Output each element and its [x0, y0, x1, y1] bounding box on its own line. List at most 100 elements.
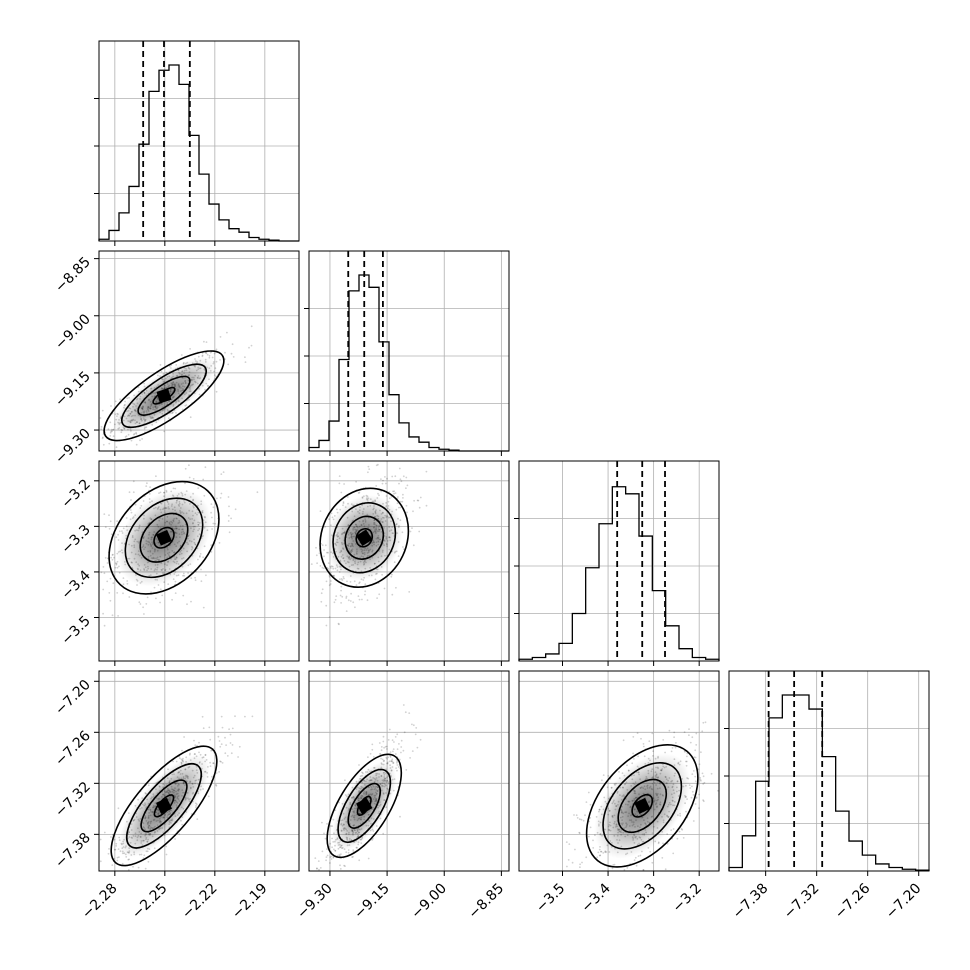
scatter-point [167, 583, 170, 585]
scatter-point [181, 749, 183, 752]
scatter-point [710, 772, 713, 775]
contour-3-1-2 [347, 782, 382, 829]
scatter-point [135, 443, 138, 446]
scatter-point [693, 756, 696, 759]
scatter-point [111, 864, 114, 866]
scatter-point [234, 508, 237, 511]
scatter-point [662, 842, 664, 845]
scatter-point [703, 781, 706, 784]
scatter-point [108, 527, 111, 530]
density-peak-2-0 [156, 529, 172, 546]
scatter-point [323, 567, 325, 570]
scatter-point [128, 491, 131, 494]
scatter-point [358, 598, 361, 601]
scatter-point [132, 491, 135, 494]
scatter-point [198, 556, 201, 558]
scatter-point [117, 807, 120, 810]
scatter-point [317, 860, 320, 862]
scatter-point [114, 848, 117, 851]
x-tick-label-1-2: −9.00 [408, 881, 450, 923]
scatter-point [345, 595, 348, 598]
scatter-point [397, 496, 399, 498]
scatter-point [565, 841, 568, 843]
y-tick-label-3-0: −7.38 [52, 830, 94, 872]
scatter-point [378, 742, 381, 744]
scatter-point [399, 478, 402, 481]
panel-frame [98, 250, 300, 452]
scatter-point [194, 744, 197, 746]
scatter-point [321, 566, 324, 569]
scatter-point [331, 846, 333, 849]
scatter-point [664, 751, 666, 754]
scatter-point [210, 544, 213, 547]
panel-frame [728, 670, 930, 872]
scatter-point [329, 583, 332, 585]
scatter-point [367, 756, 369, 759]
panel-3-3 [728, 670, 930, 872]
scatter-point [103, 831, 106, 834]
scatter-point [612, 864, 615, 866]
scatter-point [651, 732, 654, 735]
scatter-point [117, 615, 119, 617]
scatter-point [209, 765, 212, 767]
scatter-point [695, 797, 698, 799]
scatter-point [352, 601, 355, 604]
scatter-point [174, 580, 177, 583]
scatter-point [315, 554, 318, 557]
scatter-point [102, 566, 105, 568]
scatter-point [201, 715, 204, 718]
scatter-point [205, 351, 208, 354]
scatter-point [389, 755, 392, 757]
scatter-point [117, 533, 119, 536]
scatter-point [211, 775, 213, 778]
scatter-point [99, 417, 102, 419]
contour-3-1-1 [337, 768, 392, 843]
scatter-point [597, 851, 600, 854]
scatter-point [329, 862, 331, 864]
scatter-point [334, 598, 337, 601]
scatter-point [316, 562, 318, 565]
scatter-point [408, 712, 411, 714]
scatter-point [338, 482, 341, 485]
scatter-point [401, 500, 404, 503]
scatter-point [600, 850, 602, 853]
density-peak-3-1 [356, 797, 373, 815]
scatter-point [126, 582, 129, 585]
scatter-point [161, 594, 164, 597]
scatter-point [122, 577, 125, 579]
scatter-point [211, 356, 214, 359]
scatter-point [414, 733, 417, 736]
scatter-point [339, 868, 342, 870]
scatter-point [584, 814, 586, 817]
x-tick-label-3-1: −7.32 [781, 881, 823, 923]
scatter-point [212, 522, 215, 525]
scatter-point [319, 565, 322, 567]
scatter-point [334, 850, 337, 852]
scatter-point [400, 746, 403, 748]
scatter-point [129, 509, 132, 511]
scatter-point [701, 730, 704, 733]
scatter-point [321, 850, 324, 853]
scatter-point [578, 832, 581, 835]
scatter-point [329, 565, 332, 568]
scatter-point [357, 595, 360, 597]
scatter-point [132, 865, 134, 868]
scatter-point [190, 577, 193, 579]
scatter-point [229, 742, 232, 744]
panel-0-0 [98, 40, 300, 242]
y-tick-label-1-2: −9.00 [52, 311, 94, 353]
scatter-point [231, 744, 234, 746]
scatter-point [694, 756, 697, 759]
scatter-point [200, 568, 202, 571]
scatter-point [325, 856, 328, 858]
scatter-point [208, 354, 211, 357]
scatter-point [256, 491, 259, 494]
scatter-point [372, 756, 375, 758]
scatter-point [251, 715, 254, 718]
scatter-point [349, 600, 352, 602]
scatter-point [125, 435, 128, 438]
scatter-point [165, 845, 168, 848]
scatter-point [371, 748, 374, 751]
contour-2-0-1 [124, 497, 204, 579]
scatter-point [699, 778, 702, 781]
